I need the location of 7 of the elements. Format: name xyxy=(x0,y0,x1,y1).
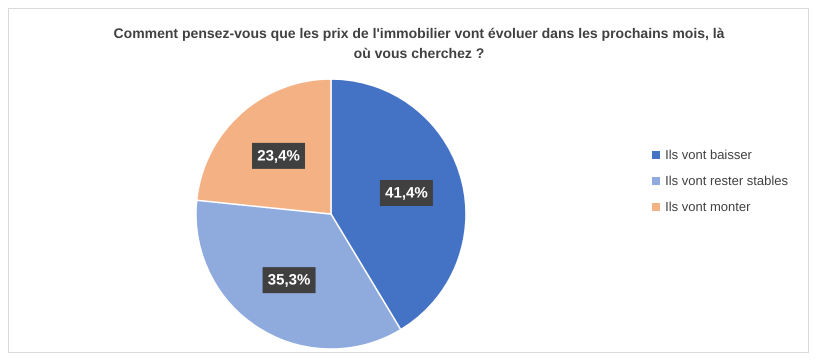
legend-label: Ils vont rester stables xyxy=(665,172,788,190)
legend-label: Ils vont monter xyxy=(665,198,750,216)
chart-title: Comment pensez-vous que les prix de l'immobilier vont évoluer dans les prochains mois, là où vous cherchez ? xyxy=(112,24,726,63)
data-label: 41,4% xyxy=(385,184,428,202)
data-label: 23,4% xyxy=(257,147,300,164)
legend-label: Ils vont baisser xyxy=(665,146,752,164)
data-label: 35,3% xyxy=(268,272,310,289)
